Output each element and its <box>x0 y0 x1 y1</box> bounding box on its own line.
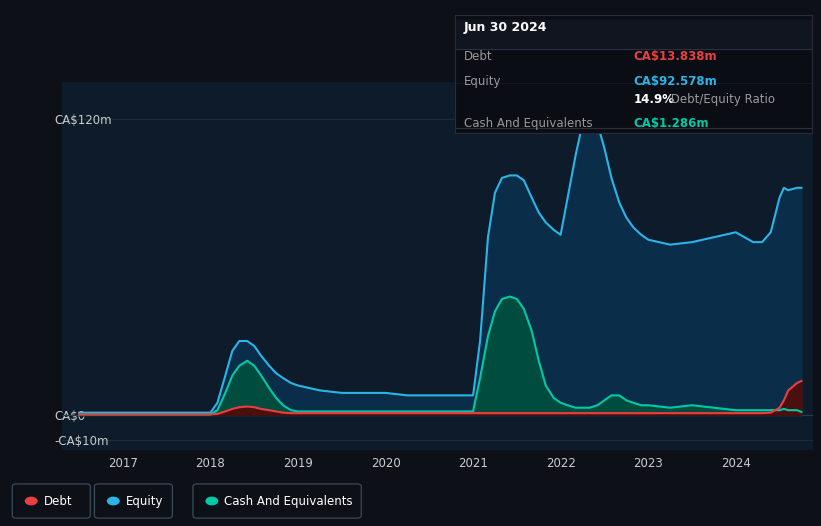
Text: Cash And Equivalents: Cash And Equivalents <box>224 494 353 508</box>
Text: CA$13.838m: CA$13.838m <box>634 50 717 63</box>
Text: CA$1.286m: CA$1.286m <box>634 117 709 129</box>
Text: Debt: Debt <box>44 494 72 508</box>
Text: CA$92.578m: CA$92.578m <box>634 75 718 87</box>
Text: Equity: Equity <box>464 75 502 87</box>
Text: Cash And Equivalents: Cash And Equivalents <box>464 117 593 129</box>
Bar <box>455 20 812 49</box>
Text: Debt: Debt <box>464 50 493 63</box>
Text: 14.9%: 14.9% <box>634 93 674 106</box>
Text: Equity: Equity <box>126 494 163 508</box>
Text: Debt/Equity Ratio: Debt/Equity Ratio <box>667 93 775 106</box>
Text: Jun 30 2024: Jun 30 2024 <box>464 21 548 34</box>
